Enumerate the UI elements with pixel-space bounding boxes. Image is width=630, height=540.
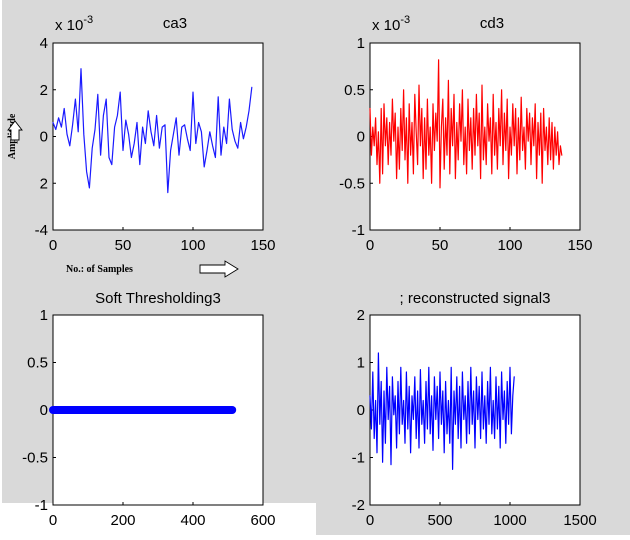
multiplier-base: x 10 xyxy=(55,17,83,34)
multiplier-exponent: -3 xyxy=(400,14,410,26)
y-tick-label: -1 xyxy=(35,497,48,514)
y-tick-label: 2 xyxy=(40,175,48,192)
y-tick-label: 1 xyxy=(357,355,365,372)
x-tick-label: 150 xyxy=(250,237,275,254)
x-tick-label: 150 xyxy=(567,237,592,254)
x-tick-label: 0 xyxy=(49,512,57,529)
y-tick-label: 2 xyxy=(40,82,48,99)
chart-title: cd3 xyxy=(480,15,504,32)
y-tick-label: 0 xyxy=(357,402,365,419)
y-tick-label: 1 xyxy=(357,35,365,52)
x-tick-label: 50 xyxy=(115,237,132,254)
x-axis-label: No.: of Samples xyxy=(66,264,133,275)
y-tick-label: 0 xyxy=(357,129,365,146)
x-tick-label: 0 xyxy=(366,237,374,254)
y-tick-label: -1 xyxy=(352,450,365,467)
x-axis-arrow-icon xyxy=(199,260,239,278)
chart-title: Soft Thresholding3 xyxy=(95,290,221,307)
x-tick-label: 100 xyxy=(180,237,205,254)
plot-area-4 xyxy=(369,314,581,506)
y-tick-label: 2 xyxy=(357,307,365,324)
x-tick-label: 0 xyxy=(49,237,57,254)
y-tick-label: -0.5 xyxy=(339,175,365,192)
x-tick-label: 600 xyxy=(250,512,275,529)
series-line-1 xyxy=(369,59,563,189)
x-tick-label: 50 xyxy=(432,237,449,254)
y-tick-label: -4 xyxy=(35,222,48,239)
axis-multiplier: x 10-3 xyxy=(372,14,410,34)
x-tick-label: 100 xyxy=(497,237,522,254)
x-tick-label: 0 xyxy=(366,512,374,529)
y-axis-arrow-icon xyxy=(7,120,23,141)
y-tick-label: -1 xyxy=(352,222,365,239)
y-tick-label: 0 xyxy=(40,402,48,419)
multiplier-base: x 10 xyxy=(372,17,400,34)
series-line-1 xyxy=(52,68,253,194)
multiplier-exponent: -3 xyxy=(83,14,93,26)
chart-title: ca3 xyxy=(163,15,187,32)
y-tick-label: -0.5 xyxy=(22,450,48,467)
x-tick-label: 1500 xyxy=(563,512,596,529)
x-tick-label: 1000 xyxy=(493,512,526,529)
chart-title: ; reconstructed signal3 xyxy=(400,290,551,307)
y-tick-label: 1 xyxy=(40,307,48,324)
y-tick-label: -2 xyxy=(352,497,365,514)
y-tick-label: 0.5 xyxy=(344,82,365,99)
x-tick-label: 500 xyxy=(427,512,452,529)
x-tick-label: 400 xyxy=(180,512,205,529)
x-tick-label: 200 xyxy=(110,512,135,529)
y-tick-label: 4 xyxy=(40,35,48,52)
y-tick-label: 0.5 xyxy=(27,355,48,372)
y-tick-label: 0 xyxy=(40,129,48,146)
axis-multiplier: x 10-3 xyxy=(55,14,93,34)
series-line-1 xyxy=(369,352,515,470)
